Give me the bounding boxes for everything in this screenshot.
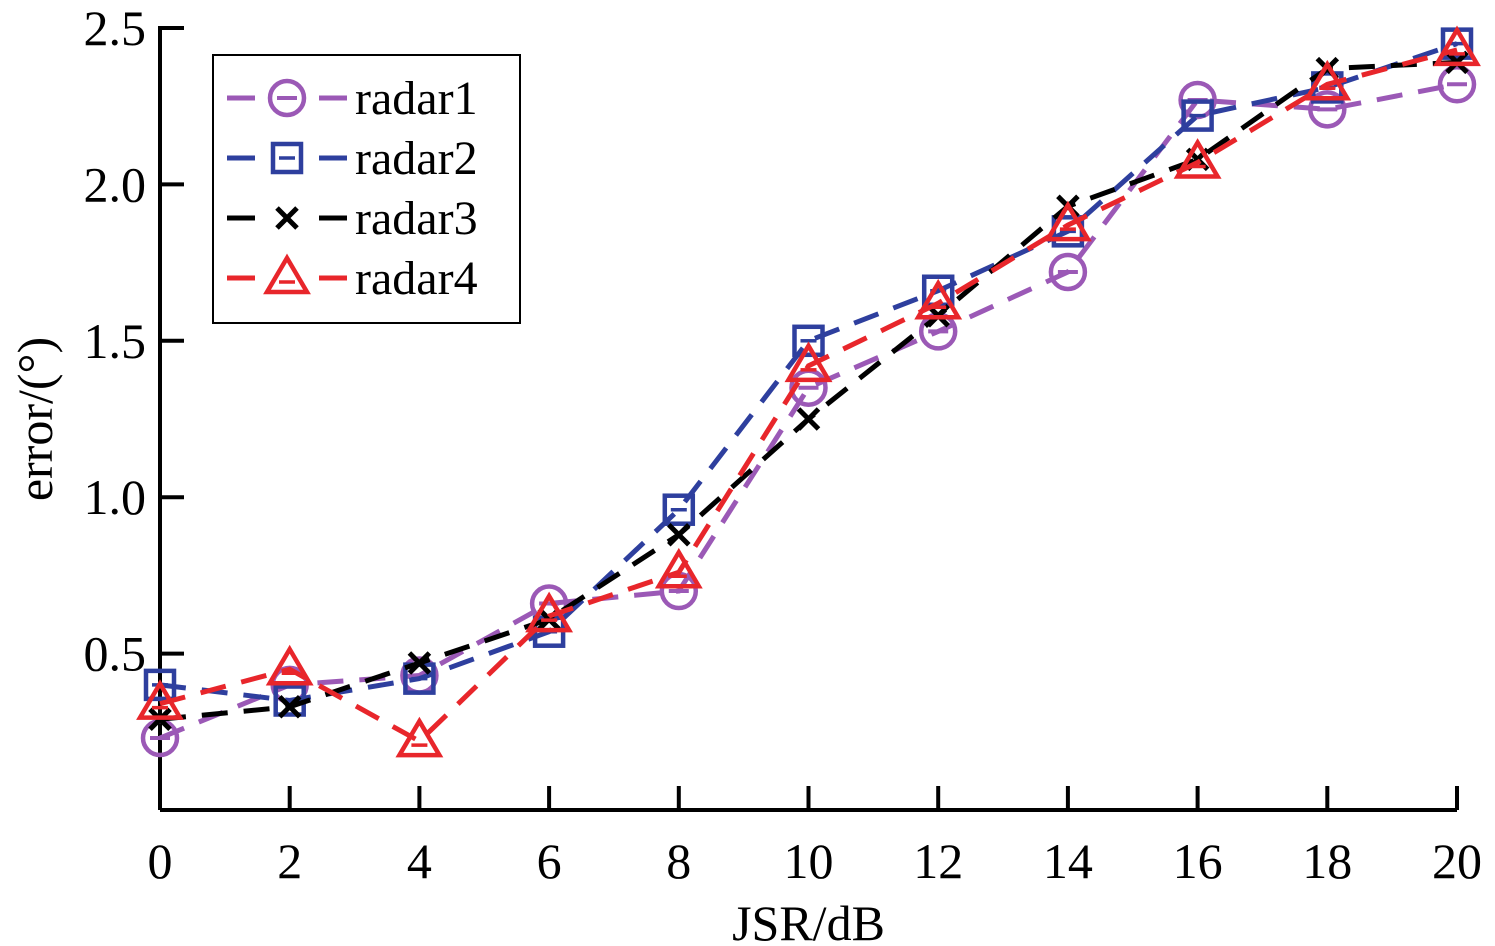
data-point-radar3 [796,407,821,431]
series-line-radar4 [159,47,1458,745]
data-point-radar4 [136,679,184,720]
legend-item-radar1: radar1 [227,72,478,125]
data-point-radar1-ring [1308,90,1347,129]
ticks: 0 2 4 6 8 10 12 14 16 18 20 0.5 1.0 1.5 2.0 2.5 [84,0,1483,889]
legend-marker-radar3 [275,206,299,230]
legend-label: radar3 [355,192,478,245]
legend-marker-radar4-outline [263,253,311,295]
legend-item-radar3: radar3 [227,192,478,245]
data-point-radar1-ring [1437,65,1477,104]
data-point-radar1 [659,571,699,611]
x-tick-label: 12 [913,833,963,889]
data-point-radar4-outline [525,591,574,633]
data-point-radar1 [1308,90,1347,129]
x-tick-label: 6 [537,833,562,889]
series-layer [136,25,1481,758]
legend-marker-radar1-ring [267,78,307,118]
legend-label: radar1 [355,72,478,125]
data-point-radar4-outline [784,341,833,383]
data-point-radar4 [1173,138,1222,179]
data-point-radar4-outline [654,547,703,589]
data-point-radar2 [792,324,825,358]
x-axis-label: JSR/dB [732,895,885,946]
series-radar4 [136,25,1481,758]
data-point-radar4-outline [136,679,184,720]
data-point-radar1 [1437,65,1477,104]
data-point-radar2-box [792,324,825,358]
y-axis-label: error/(°) [7,337,63,501]
data-point-radar4-outline [1173,138,1222,179]
x-tick-label: 14 [1043,833,1093,889]
data-point-radar4 [654,547,703,589]
data-point-radar4 [914,278,963,320]
y-tick-label: 1.0 [84,469,147,525]
data-point-radar3 [667,522,691,547]
data-point-radar4-outline [1303,59,1352,101]
data-point-radar4 [395,716,444,758]
legend-marker-radar4 [263,253,311,295]
legend-box [212,54,521,324]
x-tick-label: 20 [1432,833,1482,889]
legend-label: radar2 [355,132,478,185]
series-line-radar2 [159,41,1458,704]
data-point-radar1 [918,312,958,351]
data-point-radar2-box [1181,99,1214,132]
data-point-radar4 [784,341,833,383]
data-point-radar4 [1303,59,1352,101]
data-point-radar4-outline [265,644,314,686]
y-tick-label: 1.5 [84,313,147,369]
data-point-radar4-outline [914,278,963,320]
x-tick-label: 2 [277,833,302,889]
legend-marker-radar2-box [270,141,304,175]
legend-marker-radar1 [267,78,307,118]
data-point-radar4-outline [395,716,444,758]
data-point-radar3 [277,695,302,719]
x-tick-label: 8 [666,833,691,889]
x-tick-label: 0 [148,833,173,889]
data-point-radar2 [1181,99,1214,132]
x-tick-label: 4 [407,833,432,889]
data-point-radar1-ring [1048,252,1088,292]
data-point-radar4 [1043,200,1092,242]
legend-label: radar4 [355,252,478,305]
y-tick-label: 0.5 [84,626,147,682]
data-point-radar1 [1048,252,1088,292]
legend-item-radar4: radar4 [227,252,478,305]
legend-marker-radar2 [270,141,304,175]
x-tick-label: 10 [784,833,834,889]
series-radar2 [143,27,1474,717]
data-point-radar2-box [662,493,696,526]
data-point-radar4-outline [1433,25,1481,67]
legend-item-radar2: radar2 [227,132,478,185]
data-point-radar2-box [143,668,177,702]
y-tick-label: 2.5 [84,0,147,56]
data-point-radar4-outline [1043,200,1092,242]
x-tick-label: 16 [1173,833,1223,889]
y-tick-label: 2.0 [84,156,147,212]
x-tick-label: 18 [1302,833,1352,889]
data-point-radar3 [407,651,432,675]
data-point-radar4 [525,591,574,633]
legend: radar1 radar2 radar3 radar4 [212,54,521,324]
data-point-radar4 [1433,25,1481,67]
data-point-radar2 [662,493,696,526]
data-point-radar4 [265,644,314,686]
